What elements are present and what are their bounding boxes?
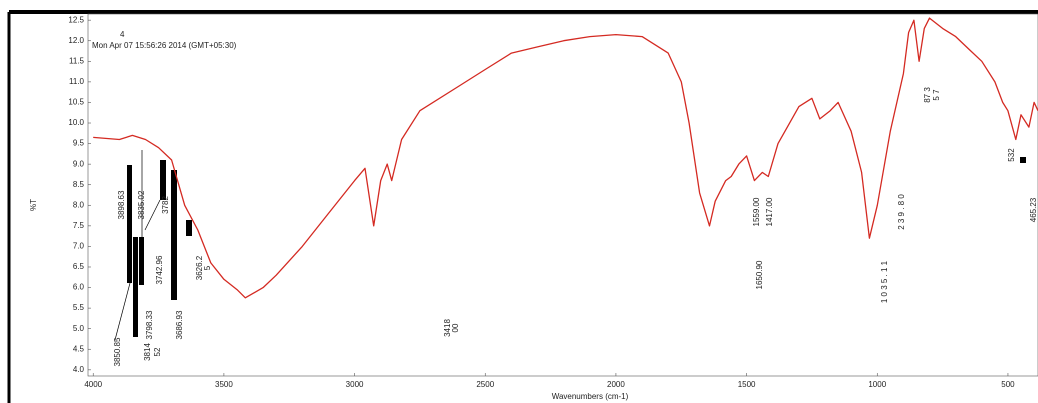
y-tick-label: 8.5 xyxy=(73,180,85,189)
peak-label: 3798.33 xyxy=(145,310,154,339)
y-tick-label: 11.5 xyxy=(69,56,85,65)
annotation: 4 xyxy=(120,30,125,39)
peak-label: 3418 xyxy=(443,319,452,337)
x-tick-label: 1500 xyxy=(738,380,756,389)
y-tick-label: 8.0 xyxy=(73,200,85,209)
leader-line xyxy=(114,282,131,341)
y-tick-label: 6.0 xyxy=(73,283,85,292)
y-tick-label: 4.5 xyxy=(73,344,85,353)
x-tick-label: 3000 xyxy=(346,380,364,389)
peak-leaders xyxy=(114,150,161,341)
y-tick-label: 12.0 xyxy=(68,36,84,45)
y-tick-label: 10.5 xyxy=(68,98,84,107)
peak-marker xyxy=(171,170,177,300)
peak-marker xyxy=(127,165,132,283)
annotation: Mon Apr 07 15:56:26 2014 (GMT+05:30) xyxy=(92,41,237,50)
peak-marker xyxy=(133,237,138,337)
peak-label: 3626.2 xyxy=(195,255,204,280)
y-tick-label: 4.0 xyxy=(73,365,85,374)
x-tick-label: 2500 xyxy=(476,380,494,389)
peak-label: 1559.00 xyxy=(752,197,761,226)
x-tick-label: 2000 xyxy=(607,380,625,389)
peak-label: 3742.96 xyxy=(155,255,164,284)
peak-label: 87 3 xyxy=(923,87,932,103)
x-tick-label: 3500 xyxy=(215,380,233,389)
y-tick-label: 6.5 xyxy=(73,262,85,271)
x-tick-label: 500 xyxy=(1001,380,1015,389)
peak-label: 3835.02 xyxy=(137,190,146,219)
x-tick-label: 4000 xyxy=(84,380,102,389)
peak-label: 532 xyxy=(1007,148,1016,162)
y-tick-label: 7.0 xyxy=(73,242,85,251)
peak-label: 3850.85 xyxy=(113,337,122,366)
spectrum-line xyxy=(93,17,1038,299)
peak-label: 5 7 xyxy=(932,89,941,101)
peak-label: 3898.63 xyxy=(117,190,126,219)
peak-markers xyxy=(127,157,1026,337)
peak-label: 3814 xyxy=(143,343,152,361)
y-tick-label: 5.5 xyxy=(73,303,85,312)
peak-label: 1650.90 xyxy=(755,260,764,289)
y-tick-label: 9.5 xyxy=(73,139,85,148)
peak-label: 3686.93 xyxy=(175,310,184,339)
plot-frame xyxy=(87,13,1038,377)
y-tick-label: 10.0 xyxy=(68,118,84,127)
peak-label: 1 0 3 5 . 1 1 xyxy=(880,260,889,303)
peak-marker xyxy=(1020,157,1026,163)
y-tick-label: 9.0 xyxy=(73,159,85,168)
peak-label: 465.23 xyxy=(1029,197,1038,222)
y-tick-label: 7.5 xyxy=(73,221,85,230)
leader-line xyxy=(144,199,161,231)
x-axis-label: Wavenumbers (cm-1) xyxy=(552,392,629,401)
y-tick-label: 11.0 xyxy=(69,77,85,86)
peak-marker xyxy=(186,220,192,236)
peak-marker xyxy=(160,160,166,200)
peak-label: 3782 xyxy=(161,196,170,214)
peak-label: 1417.00 xyxy=(765,197,774,226)
y-axis-label: %T xyxy=(29,199,38,211)
x-tick-label: 1000 xyxy=(868,380,886,389)
y-tick-label: 5.0 xyxy=(73,324,85,333)
peak-label: 52 xyxy=(153,347,162,356)
peak-marker xyxy=(139,237,144,285)
peak-label: 2 3 9 . 8 0 xyxy=(897,194,906,230)
peak-label: 00 xyxy=(451,323,460,332)
peak-label: 5 xyxy=(203,265,212,270)
y-tick-label: 12.5 xyxy=(68,15,84,24)
